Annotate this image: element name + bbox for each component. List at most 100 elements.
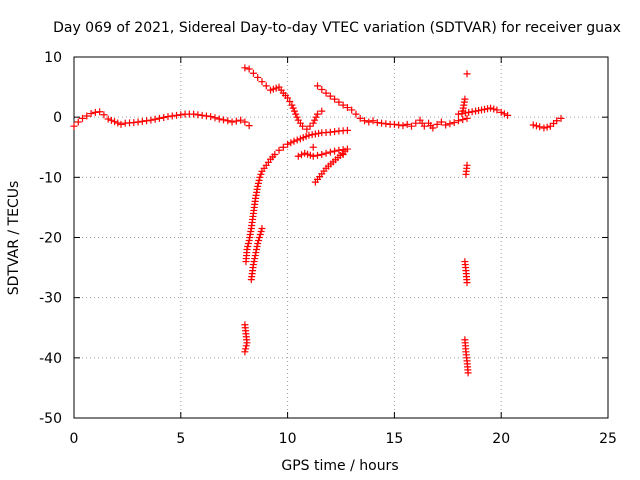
data-point xyxy=(412,119,420,127)
data-point xyxy=(369,117,377,125)
data-point xyxy=(87,110,95,118)
y-axis-label: SDTVAR / TECUs xyxy=(6,181,22,296)
data-point xyxy=(207,113,215,121)
series-lower-cluster xyxy=(294,143,351,186)
data-point xyxy=(194,111,202,119)
data-point xyxy=(484,105,492,113)
data-point xyxy=(241,64,249,72)
data-point xyxy=(177,111,185,119)
data-point xyxy=(472,107,480,115)
data-point xyxy=(390,120,398,128)
data-point xyxy=(305,131,313,139)
y-tick-label: -40 xyxy=(39,351,62,367)
data-point xyxy=(365,118,373,126)
data-point xyxy=(318,85,326,93)
data-point xyxy=(224,117,232,125)
data-point xyxy=(271,150,279,158)
data-point xyxy=(315,129,323,137)
data-point xyxy=(297,151,305,159)
data-point xyxy=(309,152,317,160)
y-tick-label: 10 xyxy=(44,50,62,66)
data-point xyxy=(237,116,245,124)
data-point xyxy=(160,113,168,121)
y-tick-label: -10 xyxy=(39,170,62,186)
data-point xyxy=(475,107,483,115)
data-point xyxy=(360,117,368,125)
data-point xyxy=(378,119,386,127)
y-tick-label: -30 xyxy=(39,291,62,307)
data-point xyxy=(382,120,390,128)
data-point xyxy=(487,104,495,112)
data-point xyxy=(465,108,473,116)
data-point xyxy=(134,118,142,126)
y-tick-label: -50 xyxy=(39,411,62,427)
data-point xyxy=(454,117,462,125)
data-point xyxy=(407,122,415,130)
data-point xyxy=(255,234,263,241)
data-point xyxy=(252,249,260,257)
data-point xyxy=(256,173,264,181)
data-point xyxy=(91,108,99,116)
data-point xyxy=(326,128,334,136)
data-point xyxy=(500,110,508,118)
data-point xyxy=(79,114,87,122)
data-point xyxy=(262,82,270,90)
data-point xyxy=(462,170,470,178)
data-point xyxy=(130,119,138,127)
data-point xyxy=(373,119,381,127)
data-point xyxy=(343,104,351,112)
data-point xyxy=(540,124,548,132)
data-point xyxy=(557,114,565,122)
data-point xyxy=(151,115,159,123)
data-point xyxy=(96,108,104,116)
data-point xyxy=(220,116,228,124)
data-points xyxy=(70,64,565,377)
data-point xyxy=(356,114,364,122)
data-point xyxy=(331,147,339,155)
x-tick-label: 5 xyxy=(176,431,185,447)
data-point xyxy=(252,246,260,254)
data-point xyxy=(255,237,263,245)
data-point xyxy=(306,122,314,130)
data-point xyxy=(468,108,476,116)
data-point xyxy=(251,252,259,260)
data-point xyxy=(249,69,257,77)
data-point xyxy=(288,101,296,109)
data-point xyxy=(168,112,176,120)
data-point xyxy=(173,111,181,119)
data-point xyxy=(463,279,471,287)
data-point xyxy=(543,123,551,131)
data-point xyxy=(257,227,265,235)
x-tick-label: 25 xyxy=(599,431,617,447)
x-tick-label: 0 xyxy=(70,431,79,447)
data-point xyxy=(429,124,437,132)
data-point xyxy=(331,128,339,136)
data-point xyxy=(493,106,501,114)
data-point xyxy=(258,78,266,86)
data-point xyxy=(478,106,486,114)
chart-title: Day 069 of 2021, Sidereal Day-to-day VTE… xyxy=(53,20,621,36)
data-point xyxy=(461,109,469,117)
series-deep-dip xyxy=(242,126,351,284)
data-point xyxy=(348,106,356,114)
data-point xyxy=(211,114,219,122)
y-tick-label: 0 xyxy=(53,110,62,126)
data-point xyxy=(245,65,253,73)
data-point xyxy=(256,230,264,238)
data-point xyxy=(553,117,561,125)
data-point xyxy=(529,121,537,129)
data-point xyxy=(326,92,334,100)
data-point xyxy=(399,122,407,130)
data-point xyxy=(279,143,287,151)
data-point xyxy=(242,342,250,350)
data-point xyxy=(275,146,283,154)
data-point xyxy=(143,117,151,125)
data-point xyxy=(198,111,206,119)
data-point xyxy=(536,123,544,131)
data-point xyxy=(243,339,251,347)
series-late-arc xyxy=(314,82,471,132)
data-point xyxy=(114,119,122,127)
data-point xyxy=(504,111,512,119)
